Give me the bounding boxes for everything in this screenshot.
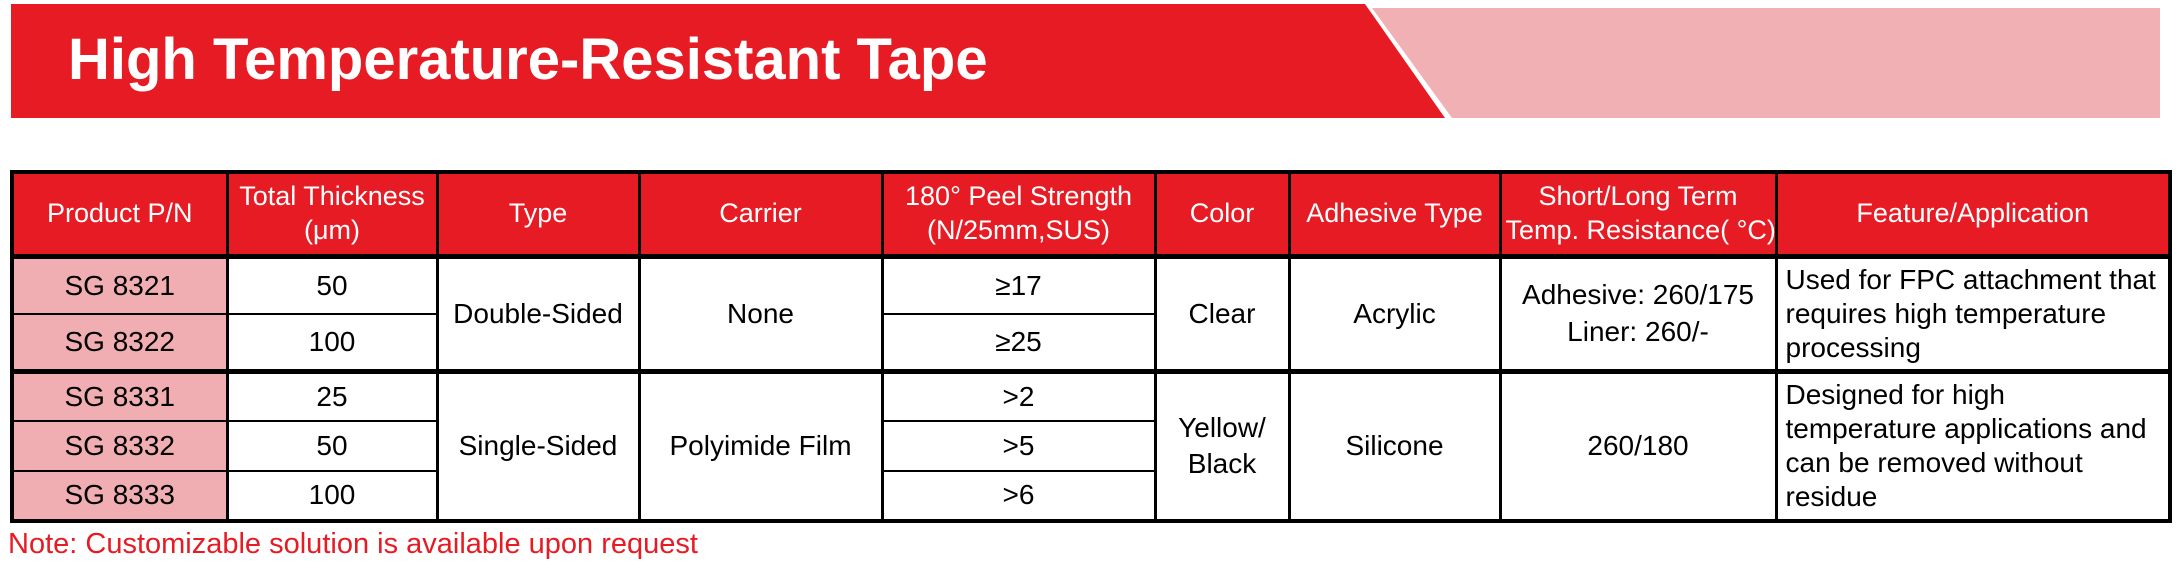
cell-pn-sg8332: SG 8332 xyxy=(10,420,229,472)
cell-thickness-sg8321: 50 xyxy=(225,255,439,315)
cell-carrier-none: None xyxy=(637,254,884,374)
header-product-pn: Product P/N xyxy=(10,171,229,259)
banner-pink-accent xyxy=(1372,8,2160,118)
cell-thickness-sg8331: 25 xyxy=(225,370,439,423)
cell-adhesive-acrylic: Acrylic xyxy=(1287,254,1502,374)
cell-thickness-sg8322: 100 xyxy=(225,312,439,374)
page-title: High Temperature-Resistant Tape xyxy=(68,27,988,92)
cell-peel-sg8322: ≥25 xyxy=(880,312,1157,374)
header-row: Product P/N Total Thickness (μm) Type Ca… xyxy=(10,171,2172,259)
cell-peel-sg8333: >6 xyxy=(880,469,1157,522)
cell-type-single-sided: Single-Sided xyxy=(435,370,641,522)
cell-peel-sg8332: >5 xyxy=(880,420,1157,472)
cell-type-double-sided: Double-Sided xyxy=(435,254,641,374)
footnote: Note: Customizable solution is available… xyxy=(8,528,698,560)
table-row-sg8331: SG 8331 25 Single-Sided Polyimide Film >… xyxy=(10,370,2172,522)
product-spec-table: Product P/N Total Thickness (μm) Type Ca… xyxy=(10,170,2172,523)
header-total-thickness: Total Thickness (μm) xyxy=(225,171,439,259)
cell-thickness-sg8333: 100 xyxy=(225,469,439,522)
title-banner: High Temperature-Resistant Tape xyxy=(11,4,1445,118)
cell-pn-sg8321: SG 8321 xyxy=(10,255,229,315)
cell-carrier-polyimide-film: Polyimide Film xyxy=(637,370,884,522)
cell-peel-sg8321: ≥17 xyxy=(880,255,1157,315)
cell-feature-group2: Designed for high temperature applicatio… xyxy=(1774,370,2172,522)
header-peel-strength: 180° Peel Strength (N/25mm,SUS) xyxy=(880,171,1157,259)
header-feature-application: Feature/Application xyxy=(1774,171,2172,259)
cell-peel-sg8331: >2 xyxy=(880,370,1157,423)
header-carrier: Carrier xyxy=(637,171,884,259)
table-row-sg8322: SG 8322 100 ≥25 xyxy=(10,312,2170,374)
table-row-sg8321: SG 8321 50 Double-Sided None ≥17 Clear A… xyxy=(10,254,2172,374)
table-row-sg8332: SG 8332 50 >5 xyxy=(10,420,2170,472)
cell-pn-sg8322: SG 8322 xyxy=(10,312,229,374)
header-type: Type xyxy=(435,171,641,259)
cell-thickness-sg8332: 50 xyxy=(225,420,439,472)
table-row-sg8333: SG 8333 100 >6 xyxy=(10,469,2170,522)
cell-feature-group1: Used for FPC attachment that requires hi… xyxy=(1774,254,2172,374)
cell-pn-sg8333: SG 8333 xyxy=(10,469,229,522)
cell-color-clear: Clear xyxy=(1153,254,1291,374)
cell-temp-group2: 260/180 xyxy=(1498,370,1778,522)
cell-color-yellow-black: Yellow/ Black xyxy=(1153,370,1291,522)
cell-adhesive-silicone: Silicone xyxy=(1287,370,1502,522)
header-adhesive-type: Adhesive Type xyxy=(1287,171,1502,259)
cell-pn-sg8331: SG 8331 xyxy=(10,370,229,423)
header-color: Color xyxy=(1153,171,1291,259)
header-temp-resistance: Short/Long Term Temp. Resistance( °C) xyxy=(1498,171,1778,259)
cell-temp-group1: Adhesive: 260/175 Liner: 260/- xyxy=(1498,254,1778,374)
